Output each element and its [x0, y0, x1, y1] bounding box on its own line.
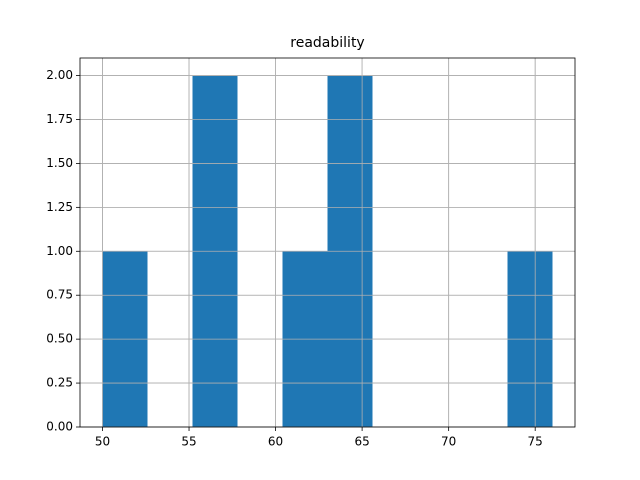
x-tick-label: 55: [181, 435, 196, 449]
x-tick-label: 70: [441, 435, 456, 449]
chart-title: readability: [290, 35, 364, 51]
y-tick-label: 1.25: [46, 200, 73, 214]
x-tick-label: 75: [528, 435, 543, 449]
y-tick-label: 0.75: [46, 288, 73, 302]
x-tick-label: 60: [268, 435, 283, 449]
y-tick-label: 2.00: [46, 68, 73, 82]
y-tick-label: 1.50: [46, 156, 73, 170]
y-tick-label: 0.50: [46, 332, 73, 346]
y-tick-label: 0.00: [46, 420, 73, 434]
y-tick-label: 1.00: [46, 244, 73, 258]
x-tick-label: 65: [354, 435, 369, 449]
x-tick-label: 50: [95, 435, 110, 449]
y-tick-label: 1.75: [46, 112, 73, 126]
y-tick-label: 0.25: [46, 376, 73, 390]
plot-frame: [79, 57, 576, 428]
